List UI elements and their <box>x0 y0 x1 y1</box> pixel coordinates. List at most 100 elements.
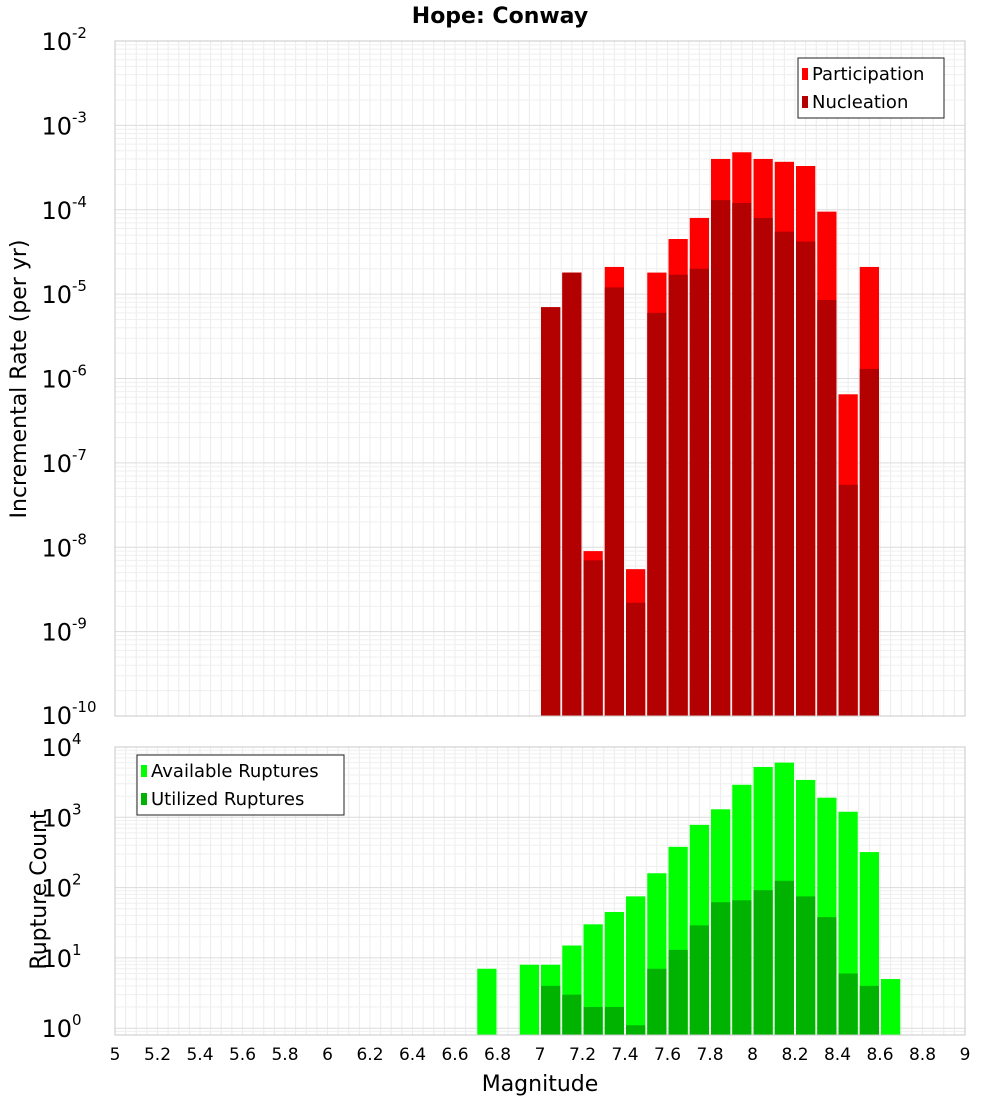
y-tick-label: 10 <box>41 366 72 394</box>
y-tick-exponent: 3 <box>72 800 82 818</box>
bar <box>838 484 858 716</box>
x-tick-label: 8.4 <box>824 1045 851 1065</box>
legend-item: Utilized Ruptures <box>151 789 304 810</box>
x-tick-label: 5.6 <box>229 1045 256 1065</box>
grid-rate <box>114 41 966 717</box>
bar <box>817 300 837 716</box>
bar <box>668 274 688 716</box>
x-tick-label: 6.2 <box>356 1045 383 1065</box>
bar <box>604 287 624 716</box>
series-nucleation <box>541 200 879 717</box>
y-tick-exponent: -5 <box>72 277 87 295</box>
y-tick-label: 10 <box>41 804 72 832</box>
y-tick-exponent: 0 <box>72 1011 82 1029</box>
bar <box>881 979 901 1035</box>
y-tick-label: 10 <box>41 281 72 309</box>
bar <box>626 896 646 1035</box>
legend-rate: Participation Nucleation <box>797 57 945 119</box>
bar <box>711 902 731 1035</box>
x-tick-label: 6.8 <box>484 1045 511 1065</box>
x-tick-label: 6 <box>322 1045 333 1065</box>
x-tick-label: 7 <box>535 1045 546 1065</box>
x-tick-label: 5.8 <box>271 1045 298 1065</box>
bar <box>604 1007 624 1035</box>
y-tick-exponent: 2 <box>72 871 82 889</box>
bar <box>753 217 773 716</box>
plot-frame-rate <box>114 40 966 717</box>
legend-swatch <box>141 793 147 805</box>
count-panel: 10 010 110 210 310 45 5.2 5.4 5.6 5.8 6 6.2 6.4 6.6 6.… <box>41 730 970 1065</box>
y-axis-label-count: Rupture Count <box>27 810 52 970</box>
x-tick-label: 6.6 <box>441 1045 468 1065</box>
bar <box>541 985 561 1035</box>
bar <box>711 200 731 716</box>
legend-count: Available Ruptures Utilized Ruptures <box>136 754 345 816</box>
y-tick-exponent: 4 <box>72 730 82 748</box>
x-tick-label: 5 <box>110 1045 121 1065</box>
legend-item: Nucleation <box>812 92 908 113</box>
x-tick-label: 5.2 <box>144 1045 171 1065</box>
x-tick-label: 8.2 <box>781 1045 808 1065</box>
x-tick-label: 5.4 <box>186 1045 213 1065</box>
y-tick-label: 10 <box>41 702 72 730</box>
legend-swatch <box>802 96 808 108</box>
y-tick-exponent: -9 <box>72 615 87 633</box>
bar <box>647 312 667 716</box>
y-tick-exponent: 1 <box>72 941 82 959</box>
y-tick-label: 10 <box>41 945 72 973</box>
bar <box>732 203 752 716</box>
y-tick-exponent: -4 <box>72 193 87 211</box>
legend-box <box>797 57 945 119</box>
bar <box>647 968 667 1035</box>
x-tick-label: 9 <box>960 1045 971 1065</box>
legend-swatch <box>802 68 808 80</box>
bar <box>796 896 816 1035</box>
y-axis-label-rate: Incremental Rate (per yr) <box>7 240 32 519</box>
plot-frame-count <box>114 746 966 1036</box>
bar <box>859 985 879 1035</box>
bar <box>859 368 879 716</box>
y-tick-label: 10 <box>41 112 72 140</box>
y-tick-label: 10 <box>41 1015 72 1043</box>
series-utilized-ruptures <box>541 880 879 1035</box>
y-tick-exponent: -3 <box>72 108 87 126</box>
bar <box>562 994 582 1035</box>
y-tick-label: 10 <box>41 450 72 478</box>
bar <box>796 241 816 717</box>
bar <box>583 1007 603 1035</box>
bar <box>541 307 561 716</box>
x-tick-label: 7.8 <box>696 1045 723 1065</box>
y-tick-label: 10 <box>41 534 72 562</box>
y-tick-exponent: -7 <box>72 446 87 464</box>
bar <box>689 925 709 1035</box>
x-tick-label: 8 <box>747 1045 758 1065</box>
y-tick-exponent: -6 <box>72 362 87 380</box>
legend-item: Participation <box>812 64 924 85</box>
bar <box>774 880 794 1035</box>
bar <box>838 973 858 1035</box>
x-tick-label: 8.8 <box>909 1045 936 1065</box>
legend-swatch <box>141 765 147 777</box>
x-tick-label: 6.4 <box>399 1045 426 1065</box>
y-tick-label: 10 <box>41 28 72 56</box>
y-tick-label: 10 <box>41 619 72 647</box>
legend-box <box>136 754 345 816</box>
bar <box>732 900 752 1035</box>
x-tick-label: 7.6 <box>654 1045 681 1065</box>
bar <box>626 602 646 716</box>
legend-item: Available Ruptures <box>151 761 319 782</box>
bar <box>519 964 539 1035</box>
bar <box>753 890 773 1035</box>
x-tick-label: 7.2 <box>569 1045 596 1065</box>
bar <box>817 917 837 1035</box>
bar <box>668 949 688 1035</box>
bar <box>604 911 624 1035</box>
bar <box>626 1025 646 1035</box>
y-tick-exponent: -8 <box>72 530 87 548</box>
x-tick-label: 8.6 <box>866 1045 893 1065</box>
chart-title: Hope: Conway <box>412 4 588 29</box>
y-tick-exponent: -2 <box>72 24 87 42</box>
y-tick-label: 10 <box>41 875 72 903</box>
